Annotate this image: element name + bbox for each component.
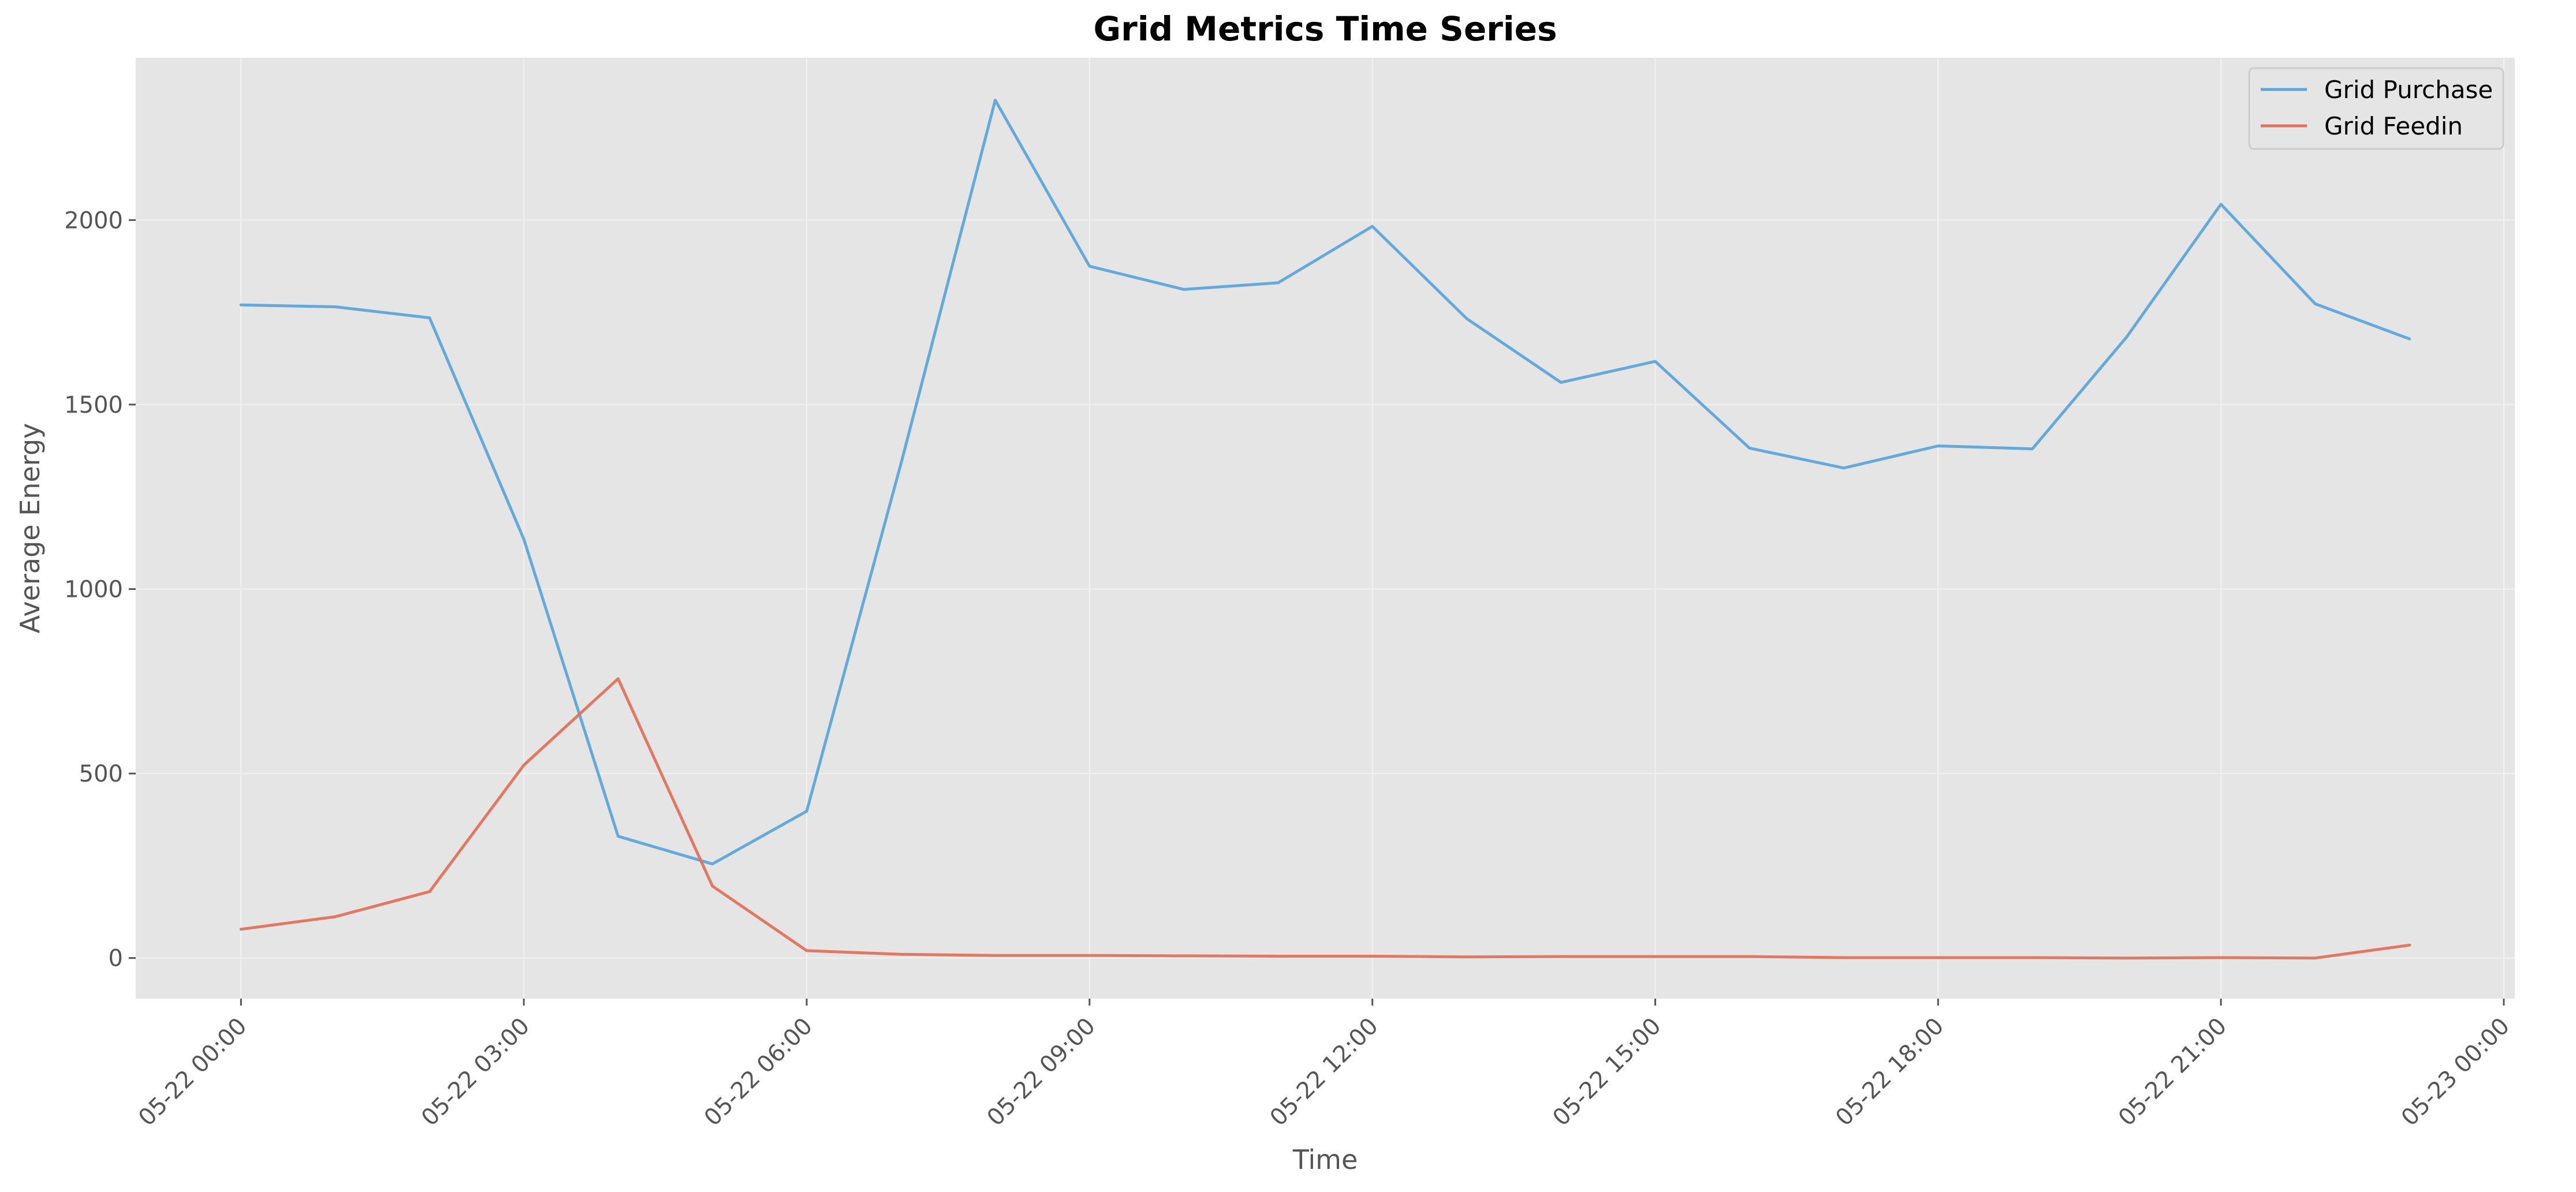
y-tick-label: 500	[79, 761, 123, 787]
legend-label-grid-feedin: Grid Feedin	[2324, 112, 2463, 140]
x-tick-label: 05-22 06:00	[699, 1013, 818, 1131]
x-tick-label: 05-23 00:00	[2396, 1013, 2515, 1131]
y-tick-label: 1500	[64, 392, 123, 418]
series-lines	[239, 99, 2411, 960]
plot-area	[136, 58, 2515, 999]
x-tick-label: 05-22 09:00	[982, 1013, 1101, 1131]
y-axis-label: Average Energy	[14, 423, 46, 634]
grid-lines	[136, 58, 2515, 999]
y-tick-label: 1000	[64, 576, 123, 603]
x-tick-label: 05-22 21:00	[2113, 1013, 2232, 1131]
y-tick-label: 0	[109, 946, 123, 972]
x-tick-label: 05-22 03:00	[416, 1013, 535, 1131]
x-tick-label: 05-22 15:00	[1548, 1013, 1666, 1131]
legend-box	[2248, 67, 2504, 150]
legend: Grid Purchase Grid Feedin	[2248, 67, 2504, 150]
series-line-grid-purchase	[239, 99, 2411, 866]
x-tick-label: 05-22 00:00	[133, 1013, 252, 1131]
x-axis-label: Time	[1292, 1144, 1358, 1175]
x-tick-label: 05-22 12:00	[1265, 1013, 1383, 1131]
x-tick-label: 05-22 18:00	[1831, 1013, 1949, 1131]
y-tick-label: 2000	[64, 207, 123, 234]
series-line-grid-feedin	[239, 677, 2411, 960]
legend-label-grid-purchase: Grid Purchase	[2324, 76, 2493, 104]
chart-title: Grid Metrics Time Series	[1093, 9, 1557, 48]
